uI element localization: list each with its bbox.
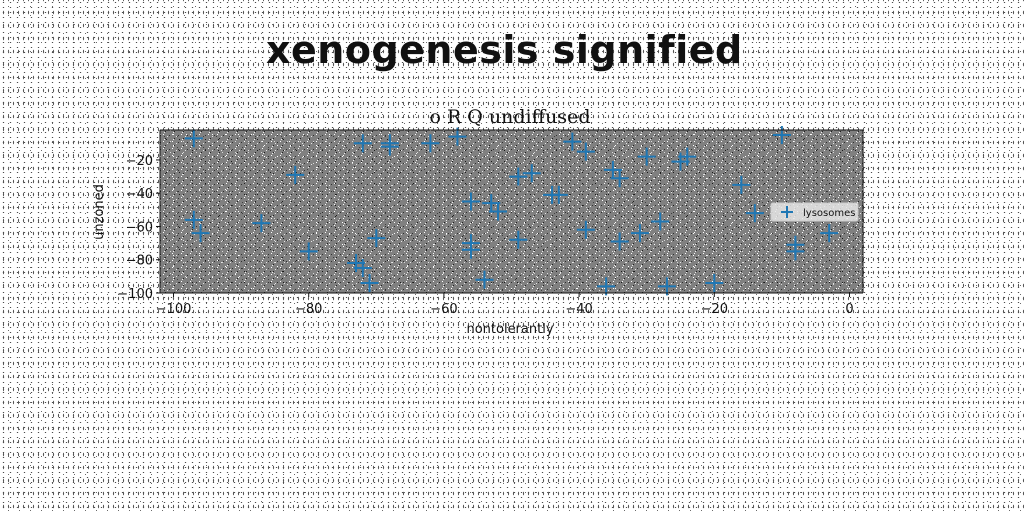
x-tick-label: 0 [845,302,853,317]
data-point [678,147,697,166]
data-point [705,274,724,293]
data-point [772,125,791,144]
data-point [191,224,210,243]
data-point [522,164,541,183]
page-headline: xenogenesis signified [266,28,743,72]
data-point [380,134,399,153]
x-tick-label: −20 [701,302,728,317]
plot-noise-2 [160,130,863,293]
legend-box [770,202,859,222]
y-tick-label: −20 [126,154,153,169]
ticks: −100 −80 −60 −40 −20 0 −20 −40 −60 −80 −100 [117,154,853,317]
data-point [651,212,670,231]
chart-title: o R Q undiffused [429,106,590,128]
data-point [610,232,629,251]
data-point [563,132,582,151]
data-point [610,169,629,188]
x-tick-label: −80 [295,302,322,317]
data-point [461,234,480,253]
legend-marker [781,206,793,218]
legend-marker-symbol [781,206,793,218]
x-tick-label: −60 [430,302,457,317]
x-tick-label: −40 [565,302,592,317]
data-point [637,147,656,166]
x-tick-label: −100 [156,302,192,317]
data-point [732,175,751,194]
data-point [488,202,507,221]
data-point [421,134,440,153]
data-point [461,192,480,211]
data-point [576,220,595,239]
data-point [597,277,616,296]
data-point [820,224,839,243]
data-point [353,259,372,278]
axes [159,129,864,294]
y-tick-label: −40 [126,187,153,202]
x-axis-label: nontolerantly [466,322,553,337]
data-points [184,125,839,296]
legend-label: lysosomes [803,208,855,219]
data-point [299,242,318,261]
y-tick-label: −80 [126,254,153,269]
data-point [657,277,676,296]
data-point [448,127,467,146]
data-point [286,165,305,184]
data-point [509,230,528,249]
y-axis-label: unzoned [92,184,107,240]
data-point [360,274,379,293]
data-point [630,224,649,243]
data-point [745,204,764,223]
data-point [353,134,372,153]
data-point [252,214,271,233]
data-point [576,142,595,161]
y-tick-label: −60 [126,220,153,235]
data-point [509,167,528,186]
y-tick-label: −100 [117,287,153,302]
data-point [184,129,203,148]
legend: lysosomes [770,202,859,222]
data-point [367,229,386,248]
data-point [786,242,805,261]
data-point [549,185,568,204]
data-point [184,210,203,229]
data-point [475,270,494,289]
